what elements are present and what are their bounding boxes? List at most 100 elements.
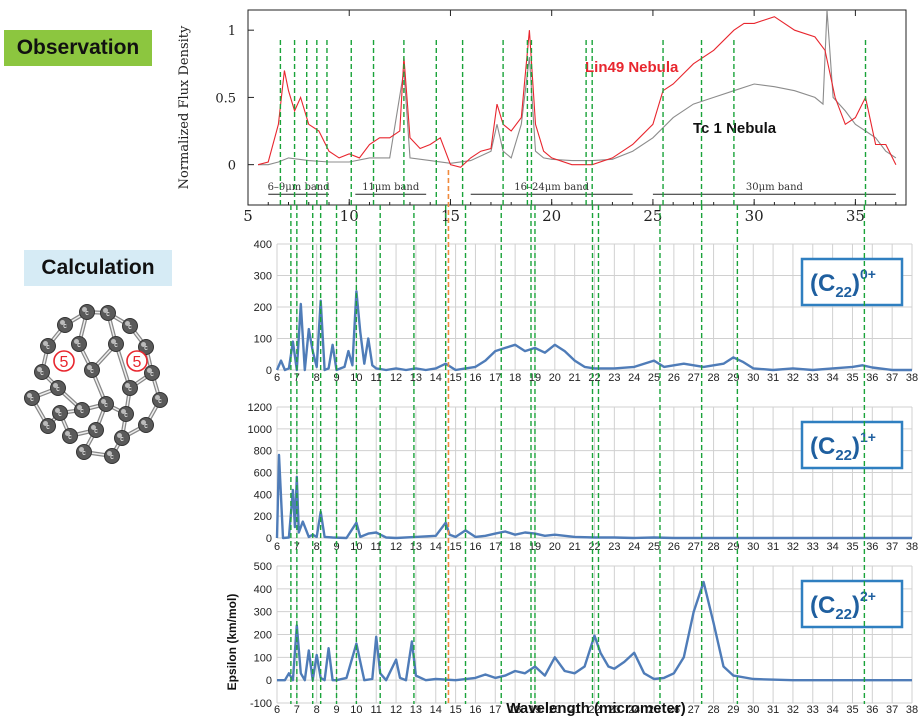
- calc-x-tick-label: 32: [787, 541, 799, 553]
- calc-x-tick-label: 13: [410, 541, 422, 553]
- atom-label: c: [104, 402, 108, 409]
- calc-x-tick-label: 17: [489, 372, 501, 384]
- obs-x-tick-label: 5: [243, 207, 253, 225]
- calc-x-tick-label: 20: [549, 541, 561, 553]
- calc-x-tick-label: 28: [707, 704, 719, 716]
- atom-label: c: [46, 344, 50, 351]
- obs-y-tick-label: 1: [228, 24, 236, 39]
- atom-shine: [60, 320, 65, 325]
- calc-x-tick-label: 14: [430, 541, 442, 553]
- atom-shine: [65, 431, 70, 436]
- calc-y-tick-label: 1000: [248, 424, 272, 436]
- calc-x-tick-label: 8: [314, 541, 320, 553]
- obs-band-label: 30μm band: [746, 182, 804, 193]
- calc-x-tick-label: 32: [787, 704, 799, 716]
- atom-shine: [141, 342, 146, 347]
- calc-x-tick-label: 27: [688, 704, 700, 716]
- atom-label: c: [106, 311, 110, 318]
- calc-x-tick-label: 15: [449, 541, 461, 553]
- calc-x-tick-label: 34: [827, 541, 839, 553]
- atom-label: c: [120, 436, 124, 443]
- calc-x-tick-label: 29: [727, 372, 739, 384]
- calc-x-tick-label: 9: [333, 704, 339, 716]
- calc-x-tick-label: 26: [668, 372, 680, 384]
- calc-x-tick-label: 17: [489, 541, 501, 553]
- calc-x-tick-label: 12: [390, 704, 402, 716]
- atom-label: c: [128, 324, 132, 331]
- calc-x-tick-label: 36: [866, 704, 878, 716]
- obs-series-tc1-line: [258, 9, 897, 166]
- calc-x-tick-label: 20: [549, 372, 561, 384]
- calc-y-tick-label: 600: [254, 468, 272, 480]
- obs-x-tick-label: 10: [340, 207, 359, 225]
- atom-shine: [82, 307, 87, 312]
- calc-x-tick-label: 12: [390, 372, 402, 384]
- atom-shine: [91, 425, 96, 430]
- atom-label: c: [150, 371, 154, 378]
- calc-x-tick-label: 25: [648, 541, 660, 553]
- calc-x-tick-label: 33: [807, 541, 819, 553]
- calc-x-tick-label: 11: [371, 704, 382, 716]
- atom-label: c: [90, 368, 94, 375]
- calc-x-tick-label: 7: [294, 704, 300, 716]
- atom-shine: [79, 447, 84, 452]
- lin49-legend-label: Lin49 Nebula: [585, 59, 679, 76]
- calc-y-tick-label: 0: [266, 533, 272, 545]
- calc-x-tick-label: 30: [747, 704, 759, 716]
- calc-y-tick-label: -100: [250, 698, 272, 710]
- five-ring-label: 5: [60, 354, 69, 371]
- calc-x-tick-label: 35: [846, 372, 858, 384]
- calc-y-tick-label: 400: [254, 489, 272, 501]
- calc-x-tick-label: 36: [866, 372, 878, 384]
- calc-x-tick-label: 16: [469, 372, 481, 384]
- calc-spectrum-line: [275, 453, 912, 540]
- calc-x-tick-label: 23: [608, 704, 620, 716]
- calc-x-tick-label: 20: [549, 704, 561, 716]
- atom-label: c: [56, 386, 60, 393]
- atom-shine: [53, 383, 58, 388]
- atom-label: c: [80, 408, 84, 415]
- calc-y-tick-label: 100: [254, 652, 272, 664]
- calc-x-tick-label: 32: [787, 372, 799, 384]
- atom-label: c: [85, 310, 89, 317]
- calc-y-tick-label: 400: [254, 239, 272, 251]
- atom-label: c: [144, 345, 148, 352]
- atom-shine: [147, 368, 152, 373]
- calc-x-tick-label: 13: [410, 704, 422, 716]
- calc-x-tick-label: 14: [430, 704, 442, 716]
- calc-x-tick-label: 22: [588, 372, 600, 384]
- calc-x-tick-label: 6: [274, 372, 280, 384]
- calc-x-tick-label: 12: [390, 541, 402, 553]
- five-ring-marker: [126, 350, 148, 372]
- atom-label: c: [58, 411, 62, 418]
- calc-x-tick-label: 30: [747, 372, 759, 384]
- atom-label: c: [63, 323, 67, 330]
- calc-x-tick-label: 29: [727, 541, 739, 553]
- calc-x-tick-label: 29: [727, 704, 739, 716]
- atom-label: c: [110, 454, 114, 461]
- atom-label: c: [77, 342, 81, 349]
- obs-plot-frame: [247, 9, 907, 206]
- atom-shine: [107, 451, 112, 456]
- calc-x-tick-label: 24: [628, 541, 640, 553]
- atom-shine: [37, 367, 42, 372]
- calc-x-tick-label: 22: [588, 541, 600, 553]
- calc-x-tick-label: 26: [668, 704, 680, 716]
- calc-x-tick-label: 33: [807, 704, 819, 716]
- obs-band-label: 6–9μm band: [268, 182, 331, 193]
- calc-y-tick-label: 0: [266, 365, 272, 377]
- atom-label: c: [94, 428, 98, 435]
- calc-x-tick-label: 27: [688, 541, 700, 553]
- calc-x-tick-label: 11: [371, 541, 382, 553]
- atom-shine: [111, 339, 116, 344]
- calc-y-tick-label: 200: [254, 630, 272, 642]
- calc-x-tick-label: 30: [747, 541, 759, 553]
- calc-y-tick-label: 0: [266, 675, 272, 687]
- obs-y-axis-label: Normalized Flux Density: [177, 25, 192, 189]
- calc-x-tick-label: 18: [509, 372, 521, 384]
- calc-y-tick-label: 100: [254, 334, 272, 346]
- calc-x-tick-label: 17: [489, 704, 501, 716]
- atom-shine: [74, 339, 79, 344]
- obs-y-tick-label: 0: [228, 159, 236, 174]
